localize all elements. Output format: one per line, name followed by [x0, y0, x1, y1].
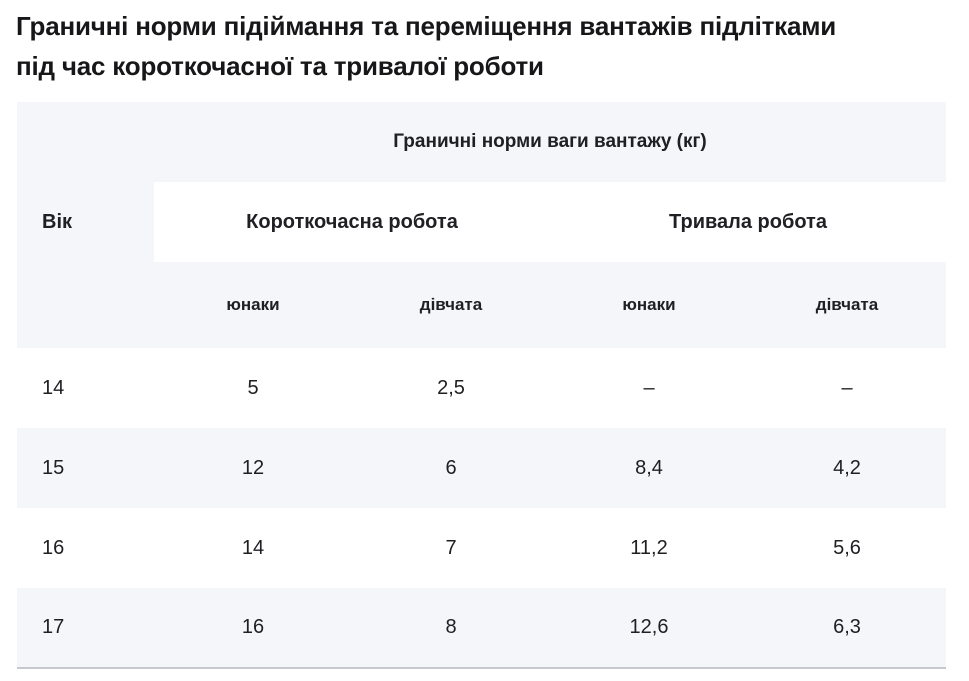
value-cell: 8 [445, 616, 457, 638]
value-cell: 8,4 [635, 456, 663, 479]
subheader-long-girls: дівчата [815, 295, 879, 314]
value-cell: 5,6 [833, 536, 861, 559]
age-cell: 14 [42, 376, 65, 399]
subheader-short-girls: дівчата [419, 295, 483, 314]
value-cell: 14 [241, 536, 265, 559]
table-top-header-row: Граничні норми ваги вантажу (кг) [17, 102, 946, 182]
table-row-age-15: 15 12 6 8,4 4,2 [17, 428, 946, 508]
value-cell: 7 [445, 536, 457, 559]
age-cell: 15 [42, 456, 65, 479]
value-cell: 4,2 [833, 456, 861, 479]
value-cell: 6 [445, 456, 457, 479]
value-cell: 6,3 [833, 616, 861, 638]
value-cell: 5 [247, 376, 259, 399]
age-cell: 16 [42, 536, 65, 559]
table-subheader-row: юнаки дівчата юнаки дівчата [17, 262, 946, 348]
table-group-header-row: Вік Короткочасна робота Тривала робота [17, 182, 946, 262]
value-cell: 12 [241, 456, 265, 479]
group-header-long-term: Тривала робота [550, 182, 946, 262]
value-cell: 2,5 [437, 376, 465, 399]
table-row-age-16: 16 14 7 11,2 5,6 [17, 508, 946, 588]
age-cell: 17 [42, 616, 65, 638]
value-cell: 11,2 [630, 536, 668, 559]
table-row-age-14: 14 5 2,5 – – [17, 348, 946, 428]
group-header-short-term: Короткочасна робота [154, 182, 550, 262]
value-cell: – [841, 376, 853, 399]
value-cell: 16 [241, 616, 265, 638]
age-column-header: Вік [42, 210, 73, 233]
subheader-short-boys: юнаки [226, 295, 280, 314]
subheader-spacer [17, 262, 154, 348]
subheader-long-boys: юнаки [622, 295, 676, 314]
page-title-line-2: під час короткочасної та тривалої роботи [16, 51, 544, 81]
value-cell: 12,6 [629, 616, 669, 638]
page-title: Граничні норми підіймання та переміщення… [0, 0, 969, 86]
load-norms-table: Граничні норми ваги вантажу (кг) Вік Кор… [17, 102, 946, 669]
top-header-cell: Граничні норми ваги вантажу (кг) [393, 131, 707, 152]
value-cell: – [643, 376, 655, 399]
page-title-line-1: Граничні норми підіймання та переміщення… [16, 11, 837, 41]
table-row-age-17: 17 16 8 12,6 6,3 [17, 588, 946, 668]
top-header-spacer [17, 102, 154, 182]
